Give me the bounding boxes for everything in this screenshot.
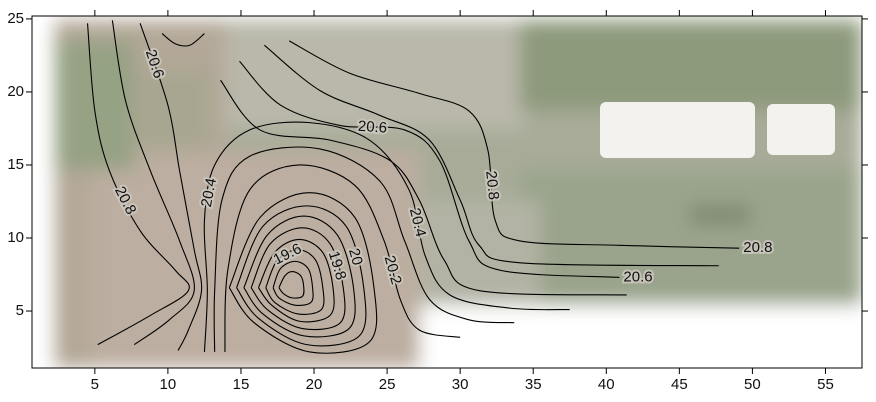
y-tick-label: 20 [7,83,24,100]
y-tick-label: 25 [7,10,24,27]
y-tick-label: 5 [16,302,24,319]
contour-label: 20.8 [482,170,502,201]
y-tick-label: 10 [7,229,24,246]
x-tick-label: 5 [91,376,99,393]
x-tick-label: 55 [817,376,834,393]
x-tick-label: 15 [233,376,250,393]
contour-label: 20.6 [623,268,652,285]
contour-map: 20.820.620.820.820.620.620.420.420.22019… [0,0,876,402]
x-tick-label: 45 [671,376,688,393]
y-tick-label: 15 [7,156,24,173]
contour-label: 20.8 [743,239,772,256]
x-tick-label: 30 [452,376,469,393]
x-tick-label: 10 [160,376,177,393]
x-tick-label: 25 [379,376,396,393]
x-tick-label: 20 [306,376,323,393]
x-tick-label: 40 [598,376,615,393]
x-tick-label: 50 [744,376,761,393]
contour-label: 20.6 [357,118,387,137]
x-tick-label: 35 [525,376,542,393]
